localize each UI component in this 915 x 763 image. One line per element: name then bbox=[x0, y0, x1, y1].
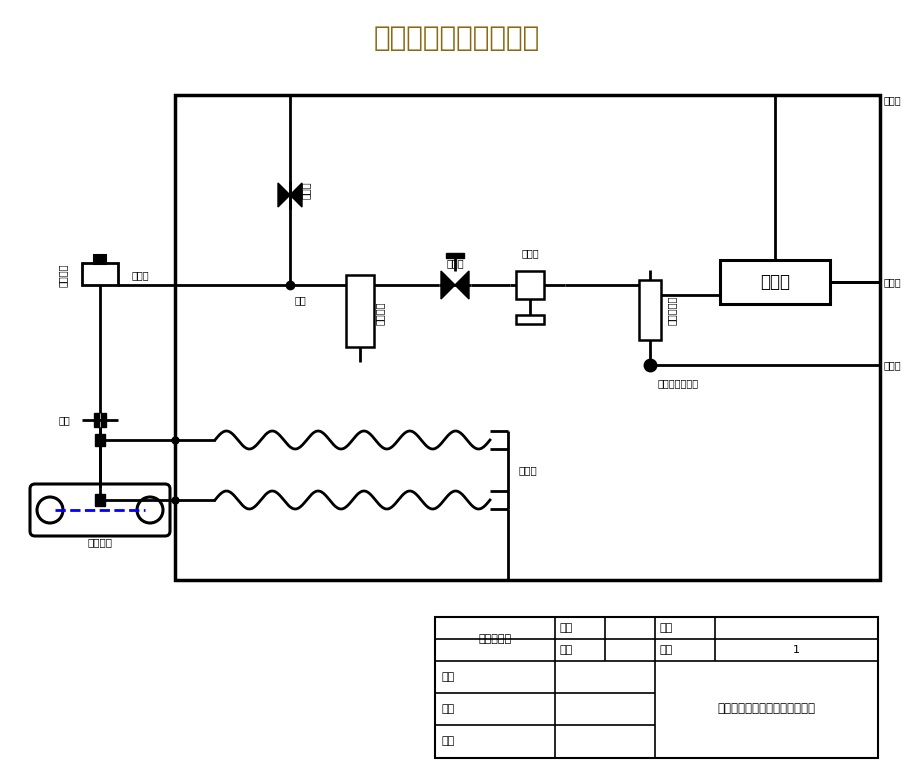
Text: 西安赢润环保科技集团有限公司: 西安赢润环保科技集团有限公司 bbox=[717, 703, 815, 716]
Text: 绘图: 绘图 bbox=[441, 704, 454, 714]
FancyBboxPatch shape bbox=[30, 484, 170, 536]
Text: 比例: 比例 bbox=[659, 623, 673, 633]
Text: 取样探头: 取样探头 bbox=[58, 263, 68, 287]
Text: 审阅: 审阅 bbox=[441, 736, 454, 746]
Bar bbox=[175, 95, 880, 580]
Text: 工艺管道: 工艺管道 bbox=[88, 537, 113, 547]
Text: 电伴热: 电伴热 bbox=[519, 465, 537, 475]
Text: 样气口: 样气口 bbox=[131, 270, 149, 280]
Text: 放空阀: 放空阀 bbox=[301, 181, 311, 199]
Text: 1: 1 bbox=[792, 645, 800, 655]
Bar bbox=[446, 253, 464, 258]
Text: 氢气精制过程分析系统: 氢气精制过程分析系统 bbox=[374, 24, 540, 52]
Bar bbox=[101, 413, 106, 427]
Text: 聚结滤器: 聚结滤器 bbox=[375, 301, 385, 325]
Bar bbox=[95, 494, 105, 506]
Bar bbox=[435, 617, 878, 758]
Text: 排空口: 排空口 bbox=[884, 277, 901, 287]
Polygon shape bbox=[455, 271, 469, 299]
Bar bbox=[95, 434, 105, 446]
Polygon shape bbox=[290, 183, 302, 207]
Polygon shape bbox=[441, 271, 455, 299]
Bar bbox=[94, 413, 99, 427]
Text: 分析仪: 分析仪 bbox=[760, 273, 790, 291]
Text: 标校口: 标校口 bbox=[884, 360, 901, 370]
Bar bbox=[639, 280, 661, 340]
Text: 减压阀: 减压阀 bbox=[522, 248, 539, 258]
Text: 系统气路图: 系统气路图 bbox=[479, 634, 511, 644]
Text: 三通: 三通 bbox=[295, 295, 307, 305]
Bar bbox=[346, 275, 374, 347]
Text: 图号: 图号 bbox=[559, 623, 572, 633]
Text: 样气流量计: 样气流量计 bbox=[667, 295, 677, 325]
Text: 放空口: 放空口 bbox=[884, 95, 901, 105]
Text: 截止阀: 截止阀 bbox=[447, 258, 464, 268]
Bar bbox=[94, 255, 106, 264]
Bar bbox=[82, 263, 118, 285]
Bar bbox=[516, 315, 544, 324]
Text: 样气标气切换阀: 样气标气切换阀 bbox=[658, 378, 699, 388]
Bar bbox=[516, 271, 544, 299]
Polygon shape bbox=[278, 183, 290, 207]
Bar bbox=[720, 260, 830, 304]
Text: 设计: 设计 bbox=[441, 672, 454, 682]
Text: 数量: 数量 bbox=[659, 645, 673, 655]
Text: 球阀: 球阀 bbox=[59, 415, 70, 425]
Text: 材料: 材料 bbox=[559, 645, 572, 655]
